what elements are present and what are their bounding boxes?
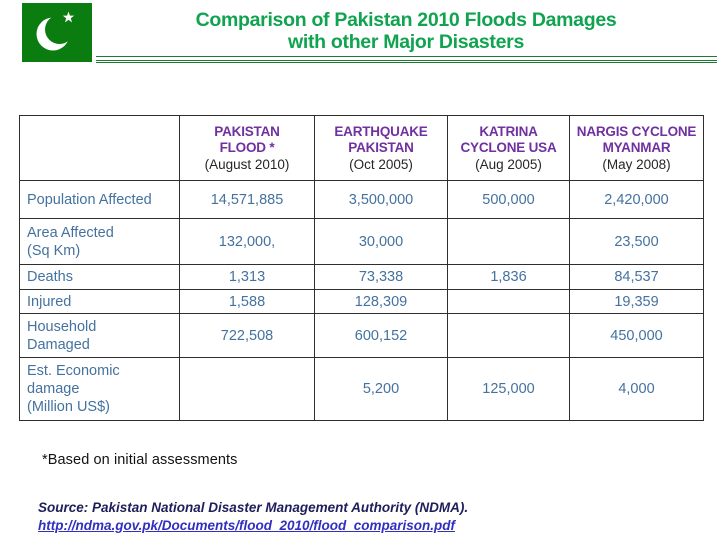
col-title: EARTHQUAKE PAKISTAN (334, 123, 428, 155)
table-cell: 500,000 (447, 180, 570, 219)
table-cell: 23,500 (569, 218, 704, 265)
table-row-population-affected: Population Affected 14,571,885 3,500,000… (19, 180, 704, 219)
table-row-area-affected: Area Affected (Sq Km) 132,000, 30,000 23… (19, 218, 704, 265)
col-subtitle: (May 2008) (602, 156, 671, 172)
table-cell: 722,508 (179, 313, 315, 358)
table-cell: 450,000 (569, 313, 704, 358)
pakistan-flag-graphic (22, 3, 92, 62)
row-label: Injured (19, 289, 180, 314)
table-row-economic-damage: Est. Economic damage (Million US$) 5,200… (19, 357, 704, 421)
table-cell: 4,000 (569, 357, 704, 421)
source-line: Source: Pakistan National Disaster Manag… (38, 500, 469, 515)
title-underline-rule (96, 56, 717, 63)
col-header-nargis-cyclone: NARGIS CYCLONE MYANMAR (May 2008) (569, 115, 704, 181)
table-row-household-damaged: Household Damaged 722,508 600,152 450,00… (19, 313, 704, 358)
col-header-katrina-cyclone: KATRINA CYCLONE USA (Aug 2005) (447, 115, 570, 181)
source-block: Source: Pakistan National Disaster Manag… (38, 499, 468, 534)
slide-title: Comparison of Pakistan 2010 Floods Damag… (195, 9, 617, 53)
row-label: Est. Economic damage (Million US$) (19, 357, 180, 421)
table-cell: 1,588 (179, 289, 315, 314)
row-label: Population Affected (19, 180, 180, 219)
row-label: Household Damaged (19, 313, 180, 358)
table-header-row: PAKISTAN FLOOD * (August 2010) EARTHQUAK… (19, 115, 704, 181)
col-header-earthquake-pakistan: EARTHQUAKE PAKISTAN (Oct 2005) (314, 115, 448, 181)
col-subtitle: (August 2010) (204, 156, 290, 172)
damage-comparison-table: PAKISTAN FLOOD * (August 2010) EARTHQUAK… (19, 115, 704, 421)
source-link[interactable]: http://ndma.gov.pk/Documents/flood_2010/… (38, 517, 456, 533)
table-cell: 600,152 (314, 313, 448, 358)
table-cell: 3,500,000 (314, 180, 448, 219)
table-cell: 5,200 (314, 357, 448, 421)
table-corner-cell (19, 115, 180, 181)
col-title: KATRINA CYCLONE USA (460, 123, 557, 155)
table-cell: 1,313 (179, 264, 315, 290)
table-cell: 19,359 (569, 289, 704, 314)
row-label: Area Affected (Sq Km) (19, 218, 180, 265)
col-header-pakistan-flood: PAKISTAN FLOOD * (August 2010) (179, 115, 315, 181)
table-cell: 125,000 (447, 357, 570, 421)
table-cell (179, 357, 315, 421)
col-subtitle: (Aug 2005) (475, 156, 542, 172)
table-row-injured: Injured 1,588 128,309 19,359 (19, 289, 704, 314)
table-cell (447, 289, 570, 314)
col-subtitle: (Oct 2005) (349, 156, 413, 172)
col-title: NARGIS CYCLONE MYANMAR (576, 123, 697, 155)
table-cell: 1,836 (447, 264, 570, 290)
row-label: Deaths (19, 264, 180, 290)
pakistan-flag-icon (22, 3, 92, 62)
table-cell (447, 218, 570, 265)
table-cell (447, 313, 570, 358)
table-cell: 2,420,000 (569, 180, 704, 219)
table-cell: 132,000, (179, 218, 315, 265)
table-cell: 128,309 (314, 289, 448, 314)
table-cell: 14,571,885 (179, 180, 315, 219)
table-row-deaths: Deaths 1,313 73,338 1,836 84,537 (19, 264, 704, 290)
table-cell: 84,537 (569, 264, 704, 290)
table-cell: 73,338 (314, 264, 448, 290)
footnote: *Based on initial assessments (42, 452, 238, 468)
table-cell: 30,000 (314, 218, 448, 265)
col-title: PAKISTAN FLOOD * (214, 123, 280, 155)
